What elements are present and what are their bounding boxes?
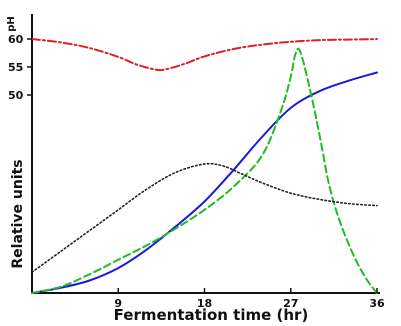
x-tick-label: 9 bbox=[114, 297, 122, 310]
series-layer bbox=[31, 38, 378, 294]
series-line-4 bbox=[31, 162, 378, 273]
x-tick-label: 27 bbox=[283, 297, 298, 310]
ph-tick-label: 55 bbox=[8, 61, 23, 74]
ph-axis-label: pH bbox=[6, 16, 17, 32]
series-line-2 bbox=[31, 71, 378, 294]
ph-ticks: 60 55 50 bbox=[8, 33, 32, 102]
ph-tick-label: 50 bbox=[8, 89, 24, 102]
x-tick-label: 36 bbox=[369, 297, 385, 310]
x-tick-label: 18 bbox=[197, 297, 212, 310]
x-axis-title: Fermentation time (hr) bbox=[114, 306, 309, 324]
ph-tick-label: 60 bbox=[8, 33, 24, 46]
series-line-3 bbox=[31, 47, 378, 294]
y-axis-title: Relative units bbox=[10, 159, 26, 268]
plot-area: 9 18 27 36 60 55 50 bbox=[8, 14, 385, 310]
x-ticks: 9 18 27 36 bbox=[114, 288, 385, 310]
series-line-1 bbox=[31, 38, 378, 72]
